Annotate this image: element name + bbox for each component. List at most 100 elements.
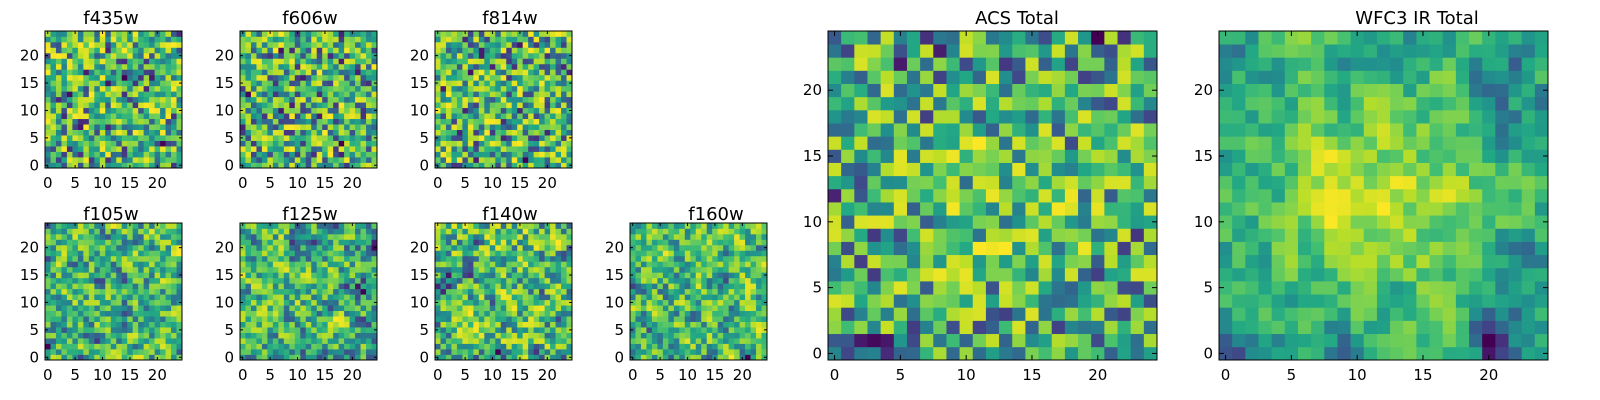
heatmap-cell xyxy=(138,239,144,246)
heatmap-cell xyxy=(311,255,318,262)
heatmap-cell xyxy=(539,338,545,344)
heatmap-cell xyxy=(473,85,480,92)
heatmap-cell xyxy=(1051,267,1066,282)
heatmap-cell xyxy=(679,244,686,251)
heatmap-cell xyxy=(371,343,378,350)
heatmap-cell xyxy=(338,52,345,59)
heatmap-cell xyxy=(261,31,268,37)
heatmap-cell xyxy=(267,332,274,339)
heatmap-cell xyxy=(311,261,318,268)
panel-title: f140w xyxy=(482,204,537,225)
heatmap-cell xyxy=(539,69,545,76)
heatmap-cell xyxy=(550,41,556,48)
heatmap-cell xyxy=(435,129,441,136)
heatmap-cell xyxy=(45,349,51,355)
heatmap-cell xyxy=(1025,333,1039,348)
heatmap-cell xyxy=(723,294,729,301)
heatmap-cell xyxy=(349,299,356,306)
heatmap-cell xyxy=(149,332,155,339)
heatmap-cell xyxy=(349,52,356,59)
heatmap-cell xyxy=(316,140,323,147)
heatmap-cell xyxy=(250,272,257,279)
heatmap-cell xyxy=(294,233,301,240)
heatmap-cell xyxy=(473,299,480,306)
heatmap-cell xyxy=(272,228,279,235)
heatmap-cell xyxy=(344,91,350,98)
heatmap-cell xyxy=(176,228,183,235)
heatmap-cell xyxy=(544,283,551,290)
heatmap-cell xyxy=(121,47,128,54)
heatmap-cell xyxy=(289,140,296,147)
heatmap-cell xyxy=(1143,333,1158,348)
heatmap-cell xyxy=(132,244,139,251)
heatmap-cell xyxy=(138,47,144,54)
heatmap-cell xyxy=(94,118,101,125)
heatmap-cell xyxy=(256,47,263,54)
heatmap-cell xyxy=(701,228,708,235)
heatmap-cell xyxy=(160,272,166,279)
heatmap-cell xyxy=(506,277,513,284)
heatmap-cell xyxy=(154,146,161,152)
heatmap-cell xyxy=(171,305,177,312)
heatmap-cell xyxy=(261,244,268,251)
heatmap-cell xyxy=(121,96,128,103)
heatmap-cell xyxy=(344,338,350,344)
heatmap-cell xyxy=(756,283,762,290)
heatmap-cell xyxy=(171,321,177,328)
heatmap-cell xyxy=(854,202,868,216)
heatmap-cell xyxy=(110,74,117,81)
heatmap-cell xyxy=(121,250,128,257)
heatmap-cell xyxy=(311,239,318,246)
heatmap-cell xyxy=(517,135,524,141)
heatmap-cell xyxy=(445,135,452,141)
heatmap-cell xyxy=(1117,202,1132,216)
heatmap-cell xyxy=(528,162,534,169)
heatmap-cell xyxy=(366,146,372,152)
heatmap-cell xyxy=(959,307,974,321)
panel-title: f125w xyxy=(282,204,337,225)
heatmap-cell xyxy=(344,162,350,169)
heatmap-cell xyxy=(651,294,658,301)
heatmap-cells xyxy=(435,31,573,169)
heatmap-cell xyxy=(489,261,496,268)
heatmap-cell xyxy=(77,266,84,273)
heatmap-cell xyxy=(662,283,669,290)
heatmap-cell xyxy=(283,162,290,169)
heatmap-cell xyxy=(906,175,921,190)
heatmap-cell xyxy=(511,63,518,70)
heatmap-cell xyxy=(355,140,361,147)
heatmap-cell xyxy=(176,96,183,103)
heatmap-cell xyxy=(267,327,274,333)
heatmap-cell xyxy=(662,294,669,301)
heatmap-cell xyxy=(338,261,345,268)
heatmap-cell xyxy=(489,124,496,130)
heatmap-cell xyxy=(316,85,323,92)
heatmap-cell xyxy=(360,288,367,295)
heatmap-cell xyxy=(467,74,474,81)
heatmap-cell xyxy=(467,52,474,59)
heatmap-cell xyxy=(127,261,134,268)
x-tick-label: 15 xyxy=(120,174,139,192)
heatmap-cell xyxy=(712,288,719,295)
heatmap-cell xyxy=(462,80,469,87)
heatmap-cell xyxy=(338,157,345,163)
heatmap-cell xyxy=(99,69,106,76)
heatmap-cell xyxy=(154,310,161,317)
heatmap-cell xyxy=(522,74,529,81)
heatmap-cell xyxy=(349,338,356,344)
heatmap-cell xyxy=(561,80,567,87)
heatmap-cell xyxy=(240,321,246,328)
heatmap-cell xyxy=(473,129,480,136)
heatmap-cell xyxy=(116,74,123,81)
heatmap-cell xyxy=(171,31,177,37)
heatmap-cell xyxy=(300,80,307,87)
heatmap-cell xyxy=(706,338,713,344)
heatmap-cell xyxy=(657,266,664,273)
heatmap-cell xyxy=(338,102,345,109)
heatmap-cell xyxy=(256,321,263,328)
heatmap-cell xyxy=(116,107,123,114)
heatmap-cell xyxy=(256,129,263,136)
heatmap-cell xyxy=(550,36,556,43)
heatmap-cell xyxy=(522,277,529,284)
heatmap-cell xyxy=(651,250,658,257)
